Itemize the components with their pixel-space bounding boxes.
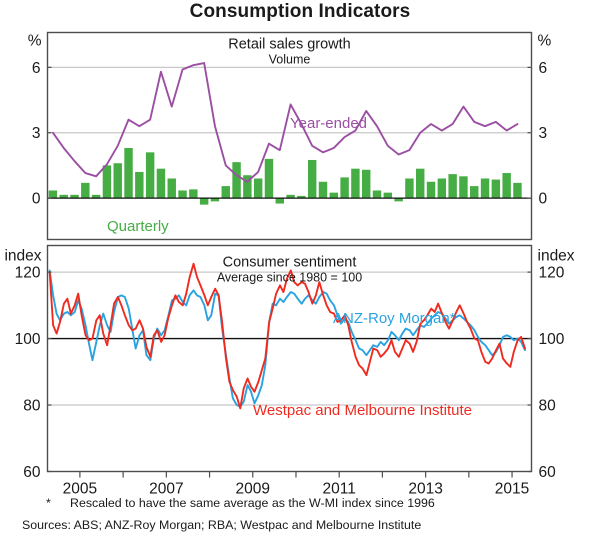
quarterly-bar [437, 178, 447, 199]
quarterly-bar [480, 178, 490, 199]
x-tick-label: 2009 [236, 481, 270, 498]
svg-text:index: index [538, 248, 575, 265]
quarterly-bar [340, 177, 349, 199]
quarterly-bar [383, 192, 393, 199]
svg-text:%: % [538, 33, 552, 50]
anz-roy-morgan-label: ANZ-Roy Morgan* [333, 310, 456, 327]
x-tick-label: 2013 [408, 481, 442, 498]
quarterly-bar [167, 178, 176, 199]
quarterly-bar [491, 179, 501, 199]
svg-text:80: 80 [23, 398, 41, 415]
quarterly-bar [124, 147, 133, 199]
footnote-text: Rescaled to have the same average as the… [70, 496, 435, 510]
quarterly-bar [286, 194, 295, 199]
footnote-marker: * [46, 496, 51, 510]
svg-text:60: 60 [539, 464, 557, 481]
quarterly-bar [221, 186, 230, 199]
quarterly-bar [275, 198, 284, 204]
svg-text:index: index [4, 248, 41, 265]
svg-text:6: 6 [32, 60, 41, 77]
quarterly-bar [113, 163, 122, 199]
svg-text:Average since 1980 = 100: Average since 1980 = 100 [217, 271, 362, 285]
quarterly-bar [394, 198, 403, 202]
svg-text:Consumer sentiment: Consumer sentiment [223, 255, 357, 271]
year-ended-label: Year-ended [290, 115, 367, 132]
x-tick-label: 2015 [495, 481, 529, 498]
svg-text:Retail sales growth: Retail sales growth [228, 37, 351, 53]
quarterly-bar [70, 194, 79, 199]
quarterly-bar [264, 158, 274, 199]
quarterly-bar [178, 190, 187, 199]
westpac-mi-label: Westpac and Melbourne Institute [253, 402, 472, 419]
quarterly-bar [318, 181, 328, 199]
quarterly-bar [91, 194, 101, 199]
quarterly-bar [253, 178, 263, 199]
quarterly-bar [361, 169, 371, 199]
svg-text:0: 0 [32, 191, 41, 208]
quarterly-bar [210, 198, 220, 202]
svg-text:60: 60 [23, 464, 41, 481]
svg-text:120: 120 [15, 265, 41, 282]
quarterly-bar [48, 190, 58, 199]
quarterly-bar [513, 182, 522, 199]
quarterly-bar [102, 165, 112, 199]
quarterly-bar [156, 168, 166, 199]
chart-title: Consumption Indicators [189, 1, 411, 22]
quarterly-bar [199, 198, 209, 205]
quarterly-bar [145, 152, 155, 199]
svg-text:6: 6 [539, 60, 548, 77]
quarterly-bar [297, 195, 306, 199]
year-ended-line [51, 62, 519, 183]
quarterly-bar [372, 190, 382, 199]
quarterly-bar [416, 168, 425, 199]
quarterly-bar [329, 192, 339, 199]
x-tick-label: 2005 [63, 481, 97, 498]
quarterly-bar [81, 182, 90, 199]
sources-text: Sources: ABS; ANZ-Roy Morgan; RBA; Westp… [22, 518, 422, 532]
x-tick-label: 2007 [149, 481, 183, 498]
svg-text:0: 0 [539, 191, 548, 208]
svg-text:80: 80 [539, 398, 557, 415]
anz-roy-morgan-line [48, 269, 526, 408]
svg-text:100: 100 [15, 331, 41, 348]
svg-text:120: 120 [539, 265, 565, 282]
quarterly-bar [470, 186, 479, 199]
svg-text:3: 3 [539, 125, 548, 142]
quarterly-bar [426, 181, 436, 199]
quarterly-bar [405, 178, 414, 199]
quarterly-bar [351, 168, 360, 199]
quarterly-bar [502, 173, 511, 199]
quarterly-bar [232, 162, 241, 199]
quarterly-bar [307, 159, 317, 199]
quarterly-bar [243, 175, 252, 199]
quarterly-label: Quarterly [107, 218, 169, 235]
svg-text:%: % [28, 33, 42, 50]
svg-text:3: 3 [32, 125, 41, 142]
quarterly-bar [135, 171, 144, 199]
quarterly-bar [59, 194, 68, 199]
quarterly-bar [459, 176, 468, 199]
svg-text:Volume: Volume [269, 53, 311, 67]
svg-text:100: 100 [539, 331, 565, 348]
x-tick-label: 2011 [323, 481, 356, 498]
westpac-mi-line [48, 262, 526, 410]
quarterly-bar [189, 189, 198, 199]
quarterly-bar [448, 174, 457, 199]
